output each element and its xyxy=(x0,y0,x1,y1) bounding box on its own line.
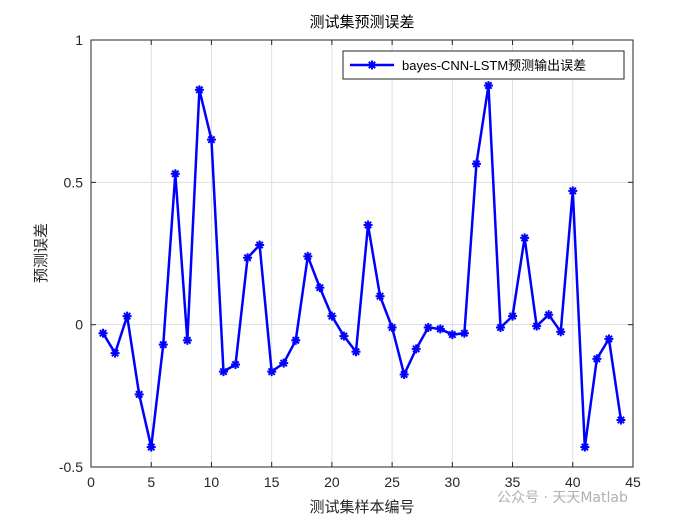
data-point xyxy=(471,159,481,169)
data-point xyxy=(604,334,614,344)
data-point xyxy=(243,253,253,263)
data-point xyxy=(616,415,626,425)
data-point xyxy=(508,311,518,321)
x-tick-label: 35 xyxy=(505,474,521,490)
x-tick-label: 15 xyxy=(264,474,280,490)
data-point xyxy=(291,335,301,345)
tick-labels: 0 5 10 15 20 25 30 35 40 45-0.500.51 xyxy=(59,32,641,490)
data-point xyxy=(423,323,433,333)
y-tick-label: -0.5 xyxy=(59,459,83,475)
data-point xyxy=(544,310,554,320)
data-point xyxy=(375,291,385,301)
y-tick-label: 0 xyxy=(75,317,83,333)
data-point xyxy=(532,321,542,331)
data-point xyxy=(218,367,228,377)
legend-label: bayes-CNN-LSTM预测输出误差 xyxy=(402,58,586,73)
y-axis-label: 预测误差 xyxy=(32,223,50,283)
axes-box xyxy=(90,39,634,468)
data-point xyxy=(580,442,590,452)
data-point xyxy=(182,335,192,345)
chart-title: 测试集预测误差 xyxy=(309,13,414,31)
data-point xyxy=(435,324,445,334)
data-point xyxy=(255,240,265,250)
data-point xyxy=(447,330,457,340)
data-point xyxy=(327,311,337,321)
legend-box xyxy=(342,50,625,80)
y-tick-label: 0.5 xyxy=(64,174,84,190)
data-point xyxy=(592,354,602,364)
data-point xyxy=(496,323,506,333)
data-point xyxy=(158,340,168,350)
data-point xyxy=(339,331,349,341)
data-point xyxy=(315,283,325,293)
watermark-text: 公众号 · 天天Matlab xyxy=(497,490,628,506)
axes xyxy=(90,39,634,468)
legend-marker-asterisk xyxy=(367,60,377,70)
series-line xyxy=(101,84,623,449)
x-axis-label: 测试集样本编号 xyxy=(309,498,414,516)
data-point xyxy=(194,85,204,95)
plot-background xyxy=(91,40,633,467)
data-point xyxy=(122,311,132,321)
series-layer xyxy=(98,81,626,452)
x-tick-label: 0 xyxy=(87,474,95,490)
data-point xyxy=(231,360,241,370)
x-tick-label: 45 xyxy=(625,474,641,490)
legend: bayes-CNN-LSTM预测输出误差 xyxy=(342,50,625,80)
data-point xyxy=(146,442,156,452)
data-point xyxy=(303,251,313,261)
data-point xyxy=(399,369,409,379)
data-point xyxy=(98,328,108,338)
data-point xyxy=(279,358,289,368)
x-tick-label: 10 xyxy=(204,474,220,490)
data-point xyxy=(134,389,144,399)
x-tick-label: 25 xyxy=(384,474,400,490)
data-point xyxy=(110,348,120,358)
data-point xyxy=(387,323,397,333)
x-tick-label: 5 xyxy=(147,474,155,490)
data-point xyxy=(170,169,180,179)
y-tick-label: 1 xyxy=(75,32,83,48)
data-point xyxy=(411,344,421,354)
data-point xyxy=(267,367,277,377)
data-point xyxy=(459,328,469,338)
data-point xyxy=(363,220,373,230)
data-point xyxy=(556,327,566,337)
legend-marker-icon xyxy=(367,60,377,70)
x-tick-label: 30 xyxy=(445,474,461,490)
data-point xyxy=(351,347,361,357)
data-point xyxy=(520,233,530,243)
data-point xyxy=(206,135,216,145)
data-point xyxy=(568,186,578,196)
data-point xyxy=(483,81,493,91)
x-tick-label: 20 xyxy=(324,474,340,490)
x-tick-label: 40 xyxy=(565,474,581,490)
